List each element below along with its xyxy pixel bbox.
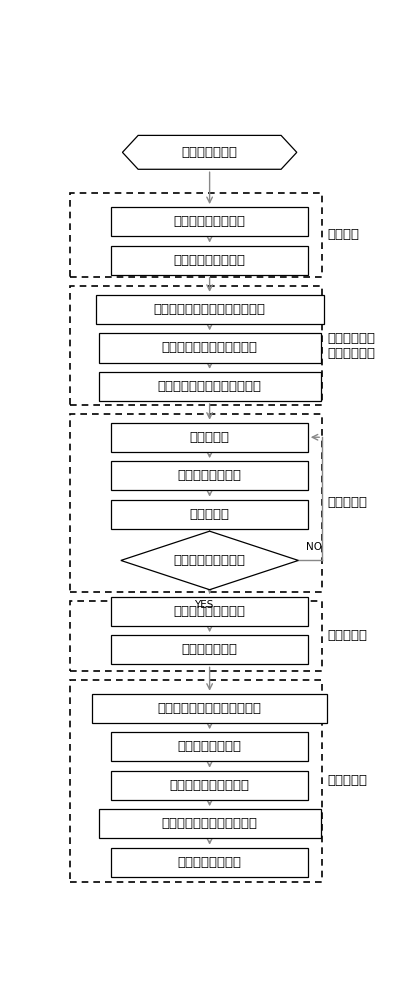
Text: 运行吸车起吸屏蔽容器至孔洞处: 运行吸车起吸屏蔽容器至孔洞处 [154, 303, 265, 316]
FancyBboxPatch shape [111, 635, 308, 664]
FancyBboxPatch shape [99, 333, 321, 363]
FancyBboxPatch shape [111, 423, 308, 452]
Text: 起吸孔塞至空旷地方: 起吸孔塞至空旷地方 [173, 254, 246, 267]
FancyBboxPatch shape [111, 597, 308, 626]
Text: 吸过滤器至运输小车: 吸过滤器至运输小车 [173, 605, 246, 618]
Text: 放下过滤器、吸走屏蔽容器: 放下过滤器、吸走屏蔽容器 [162, 817, 258, 830]
FancyBboxPatch shape [111, 732, 308, 761]
FancyBboxPatch shape [111, 246, 308, 275]
Polygon shape [122, 135, 297, 169]
Text: 湿度达到设点限値？: 湿度达到设点限値？ [173, 554, 246, 567]
Text: 孔塞拆吸: 孔塞拆吸 [327, 228, 359, 241]
Text: 待处理的过滤器: 待处理的过滤器 [182, 146, 238, 159]
Text: YES: YES [193, 600, 213, 610]
Text: 烘干过滤器: 烘干过滤器 [190, 508, 229, 521]
FancyBboxPatch shape [111, 500, 308, 529]
Text: 起吸过滤器、滴水、关闭底板: 起吸过滤器、滴水、关闭底板 [157, 380, 262, 393]
Text: 对接屏蔽倒装容器: 对接屏蔽倒装容器 [178, 740, 242, 753]
Text: 安装热风管: 安装热风管 [190, 431, 229, 444]
Text: 过滤器装桶: 过滤器装桶 [327, 774, 367, 787]
Text: 在屏蔽倒装容器内安装包装桶: 在屏蔽倒装容器内安装包装桶 [157, 702, 262, 715]
Text: 吸起过滤器、打开底板: 吸起过滤器、打开底板 [170, 779, 249, 792]
FancyBboxPatch shape [99, 809, 321, 838]
FancyBboxPatch shape [111, 848, 308, 877]
Text: 过滤器运输: 过滤器运输 [327, 629, 367, 642]
FancyBboxPatch shape [92, 694, 327, 723]
Text: 过滤器烘干: 过滤器烘干 [327, 496, 367, 509]
Text: 屏蔽容器安装
及过滤器回取: 屏蔽容器安装 及过滤器回取 [327, 332, 375, 360]
Text: 运行吸车至孔洞上方: 运行吸车至孔洞上方 [173, 215, 246, 228]
Text: 运输至三废中心: 运输至三废中心 [182, 643, 238, 656]
FancyBboxPatch shape [111, 771, 308, 800]
FancyBboxPatch shape [96, 295, 324, 324]
FancyBboxPatch shape [111, 461, 308, 490]
FancyBboxPatch shape [111, 207, 308, 236]
Text: 安装冷凝器进风管: 安装冷凝器进风管 [178, 469, 242, 482]
Text: 打开底板，抓具抓取过滤器: 打开底板，抓具抓取过滤器 [162, 341, 258, 354]
Text: NO: NO [306, 542, 322, 552]
FancyBboxPatch shape [99, 372, 321, 401]
Text: 包装桶扣盖、吸运: 包装桶扣盖、吸运 [178, 856, 242, 869]
Polygon shape [121, 531, 299, 590]
